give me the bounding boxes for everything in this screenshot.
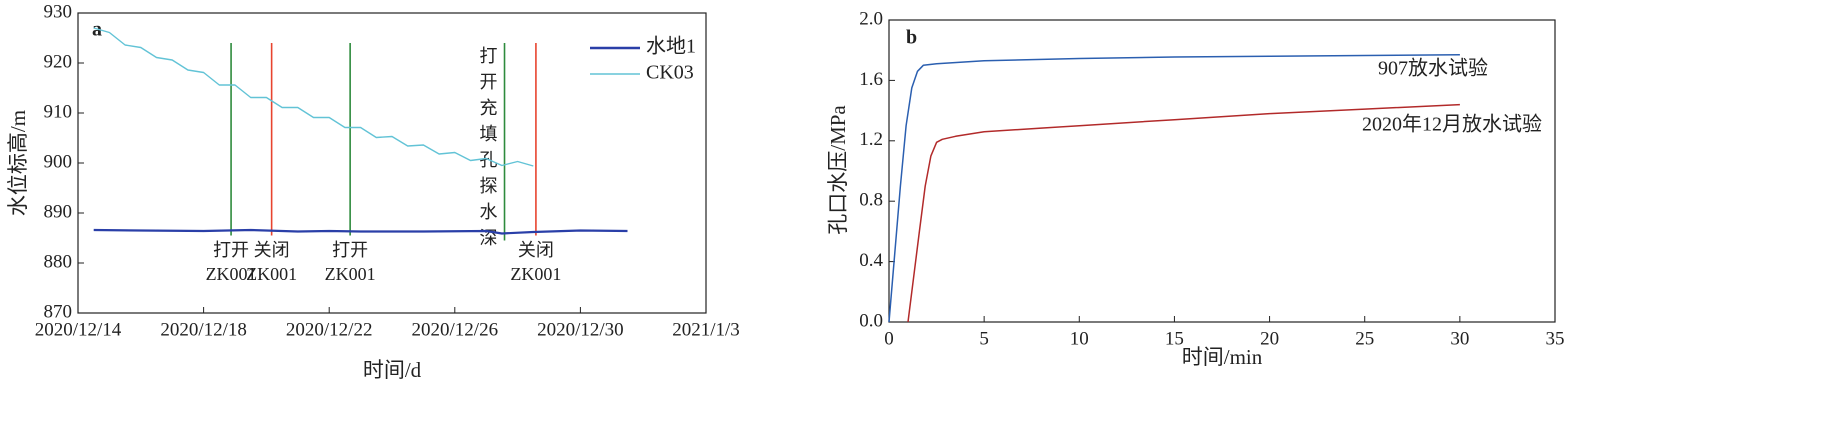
event-annotation-char: 开 <box>480 72 498 92</box>
panel-b-x-axis-label: 时间/min <box>1182 345 1263 369</box>
panel-b-chart: b 0 5 10 15 20 25 30 35 0.0 0.4 0.8 1.2 1.6 2.0 时间/mi… <box>826 8 1565 368</box>
panel-b-y-axis-label: 孔口水压/MPa <box>826 105 850 235</box>
panel-b-series-2-label: 2020年12月放水试验 <box>1362 113 1542 136</box>
y-tick-label: 890 <box>44 201 73 222</box>
y-tick-label: 920 <box>44 51 73 72</box>
series-line-1 <box>93 228 628 235</box>
x-tick-label: 10 <box>1070 328 1089 349</box>
y-tick-label: 880 <box>44 251 73 272</box>
x-tick-label: 2020/12/30 <box>537 319 624 340</box>
y-tick-label: 0.8 <box>859 190 883 211</box>
x-tick-label: 2021/1/3 <box>672 319 740 340</box>
event-annotation-char: 水 <box>480 202 498 222</box>
panel-a-plot-frame <box>77 12 707 314</box>
y-tick-label: 870 <box>44 301 73 322</box>
panel-b-axes: 0 5 10 15 20 25 30 35 0.0 0.4 0.8 1.2 1.6 2.0 <box>859 8 1564 349</box>
x-tick-label: 2020/12/14 <box>35 319 122 340</box>
x-tick-label: 0 <box>884 328 894 349</box>
panel-b-series-1-label: 907放水试验 <box>1378 57 1488 80</box>
event-annotation-char: 打 <box>480 46 498 66</box>
series-line-1 <box>888 53 1460 323</box>
y-tick-label: 910 <box>44 101 73 122</box>
panel-a-chart: a 2020/12/14 2020/12/18 2020/12/22 2020/12/… <box>6 1 740 381</box>
x-tick-label: 2020/12/26 <box>412 319 499 340</box>
x-tick-label: 5 <box>979 328 989 349</box>
series-line-2 <box>907 103 1460 323</box>
series-line-2 <box>93 27 534 167</box>
event-annotation-line: 关闭 <box>518 240 554 260</box>
event-annotation-line: 打开 <box>213 240 249 260</box>
y-tick-label: 0.0 <box>859 310 883 331</box>
event-annotation-line: ZK001 <box>246 264 297 284</box>
x-tick-label: 30 <box>1450 328 1469 349</box>
panel-a-series <box>93 27 628 235</box>
event-annotation-char: 充 <box>480 98 498 118</box>
x-tick-label: 2020/12/18 <box>160 319 247 340</box>
x-tick-label: 15 <box>1165 328 1184 349</box>
panel-a-x-axis-label: 时间/d <box>363 358 422 382</box>
panel-a-y-axis-label: 水位标高/m <box>6 110 30 216</box>
event-annotation-line: 关闭 <box>254 240 290 260</box>
event-annotation-line: ZK001 <box>206 264 257 284</box>
event-annotation-char: 探 <box>480 176 498 196</box>
y-tick-label: 930 <box>44 1 73 22</box>
event-annotation-line: 打开 <box>332 240 368 260</box>
panel-b-letter: b <box>906 27 917 49</box>
x-tick-label: 20 <box>1260 328 1279 349</box>
y-tick-label: 900 <box>44 151 73 172</box>
panel-a-legend: 水地1 CK03 <box>590 35 696 84</box>
y-tick-label: 2.0 <box>859 8 883 29</box>
x-tick-label: 25 <box>1355 328 1374 349</box>
event-annotation-line: ZK001 <box>325 264 376 284</box>
y-tick-label: 0.4 <box>859 250 883 271</box>
x-tick-label: 2020/12/22 <box>286 319 373 340</box>
y-tick-label: 1.6 <box>859 69 883 90</box>
y-tick-label: 1.2 <box>859 129 883 150</box>
event-annotation-line: ZK001 <box>510 264 561 284</box>
panel-b-plot-frame <box>888 19 1556 323</box>
x-tick-label: 35 <box>1546 328 1565 349</box>
panel-a-axes: 2020/12/14 2020/12/18 2020/12/22 2020/12/26… <box>35 1 740 340</box>
panel-b-series <box>888 53 1460 323</box>
legend-label-series-1: 水地1 <box>646 35 696 58</box>
event-annotation-char: 填 <box>480 124 498 144</box>
legend-label-series-2: CK03 <box>646 62 694 84</box>
